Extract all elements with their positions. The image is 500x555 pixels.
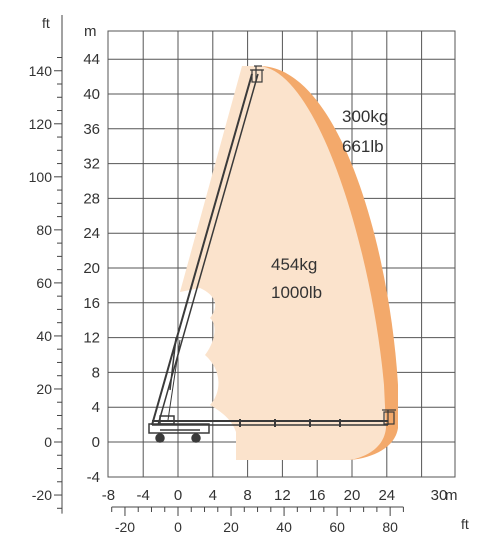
- meter-x-tick-label: 20: [344, 487, 361, 504]
- feet-x-tick-label: 20: [223, 519, 239, 535]
- chassis: [148, 415, 210, 443]
- meters-horizontal-axis: -8 -4 0 4 8 12 16 20 24 30: [102, 487, 448, 504]
- feet-y-tick-label: -20: [32, 487, 52, 503]
- y-feet-unit-label: ft: [42, 15, 50, 31]
- outer-zone-lb-label: 661lb: [342, 137, 384, 156]
- meter-x-tick-label: -8: [102, 487, 115, 504]
- feet-y-tick-label: 20: [36, 381, 52, 397]
- meter-y-tick-label: 28: [83, 190, 100, 207]
- meter-y-tick-label: -4: [87, 469, 100, 486]
- zone-labels: 300kg 661lb 454kg 1000lb: [271, 107, 388, 302]
- feet-y-tick-label: 100: [29, 169, 53, 185]
- meter-y-tick-label: 32: [83, 156, 100, 173]
- lift-machine: [148, 65, 396, 443]
- meter-y-tick-label: 0: [92, 434, 100, 451]
- feet-y-tick-label: 40: [36, 328, 52, 344]
- meter-y-tick-label: 16: [83, 295, 100, 312]
- feet-x-tick-label: 40: [276, 519, 292, 535]
- meter-x-tick-label: 8: [243, 487, 251, 504]
- meter-y-tick-label: 40: [83, 86, 100, 103]
- x-meters-unit-label: m: [445, 487, 458, 504]
- outer-zone-kg-label: 300kg: [342, 107, 388, 126]
- meter-y-tick-label: 4: [92, 399, 100, 416]
- meter-y-tick-label: 8: [92, 364, 100, 381]
- y-meters-unit-label: m: [84, 23, 97, 40]
- meter-y-tick-label: 24: [83, 225, 100, 242]
- meter-x-tick-label: 0: [174, 487, 182, 504]
- feet-y-tick-label: 120: [29, 116, 53, 132]
- feet-y-tick-label: 60: [36, 275, 52, 291]
- meter-x-tick-label: 16: [309, 487, 326, 504]
- meter-y-tick-label: 12: [83, 330, 100, 347]
- meter-x-tick-label: 24: [378, 487, 395, 504]
- meter-x-tick-label: 30: [431, 487, 448, 504]
- inner-zone-lb-label: 1000lb: [271, 283, 322, 302]
- feet-x-tick-label: 60: [329, 519, 345, 535]
- meter-y-tick-label: 36: [83, 121, 100, 138]
- meter-y-tick-label: 20: [83, 260, 100, 277]
- feet-x-tick-label: -20: [115, 519, 135, 535]
- horizontal-boom: [152, 419, 388, 427]
- feet-y-tick-label: 80: [36, 222, 52, 238]
- side-platform: [382, 409, 396, 425]
- grid-frame: [107, 30, 456, 478]
- feet-y-tick-label: 140: [29, 63, 53, 79]
- top-platform: [250, 65, 264, 83]
- meter-x-tick-label: -4: [137, 487, 150, 504]
- feet-horizontal-axis: -20 0 20 40 60 80: [111, 506, 404, 535]
- feet-vertical-axis: 140 120 100 80 60 40 20 0 -20: [29, 15, 63, 514]
- inner-zone-kg-label: 454kg: [271, 255, 317, 274]
- feet-x-tick-label: 0: [174, 519, 182, 535]
- vertical-boom: [151, 73, 259, 426]
- feet-x-tick-label: 80: [382, 519, 398, 535]
- meter-x-tick-label: 4: [209, 487, 217, 504]
- meter-x-tick-label: 12: [274, 487, 291, 504]
- x-feet-unit-label: ft: [461, 516, 469, 532]
- feet-y-tick-label: 0: [44, 434, 52, 450]
- meter-y-tick-label: 44: [83, 51, 100, 68]
